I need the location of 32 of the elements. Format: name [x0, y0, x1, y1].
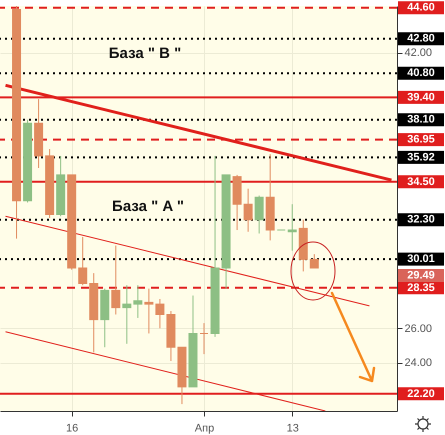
candlestick	[144, 288, 154, 334]
candlestick	[111, 245, 120, 315]
ref-line-label: 28.35	[407, 282, 435, 294]
candlestick	[288, 204, 297, 252]
x-tick-label: 13	[286, 422, 299, 434]
ref-line-label: 36.95	[407, 134, 435, 146]
ref-line-label: 42.80	[407, 32, 435, 45]
ref-line-label: 40.80	[407, 67, 435, 80]
ref-line-label: 34.50	[407, 176, 435, 188]
candlestick	[133, 284, 142, 318]
y-tick-label: 24.00	[404, 357, 432, 370]
candlestick	[310, 254, 319, 268]
ref-line-label: 38.10	[407, 114, 435, 126]
ref-line-label: 22.20	[407, 388, 435, 400]
ref-line-label: 39.40	[407, 91, 435, 104]
x-tick-label: Апр	[194, 422, 214, 434]
candlestick	[78, 236, 88, 286]
candlestick	[122, 284, 132, 344]
ref-line-label: 30.01	[407, 253, 435, 266]
candlestick	[254, 195, 264, 234]
candlestick	[200, 322, 209, 355]
y-tick-label: 26.00	[404, 322, 432, 335]
annotation: База " B "	[108, 45, 182, 62]
y-tick-label: 42.00	[404, 47, 432, 60]
annotation: База " A "	[112, 198, 184, 215]
ref-line-label: 32.30	[407, 214, 435, 226]
x-tick-label: 16	[66, 422, 78, 434]
text: 29.49	[407, 270, 435, 282]
candlestick	[244, 188, 253, 232]
candlestick	[155, 298, 164, 329]
ref-line-label: 35.92	[407, 151, 435, 164]
ref-line-label: 44.60	[407, 2, 435, 14]
